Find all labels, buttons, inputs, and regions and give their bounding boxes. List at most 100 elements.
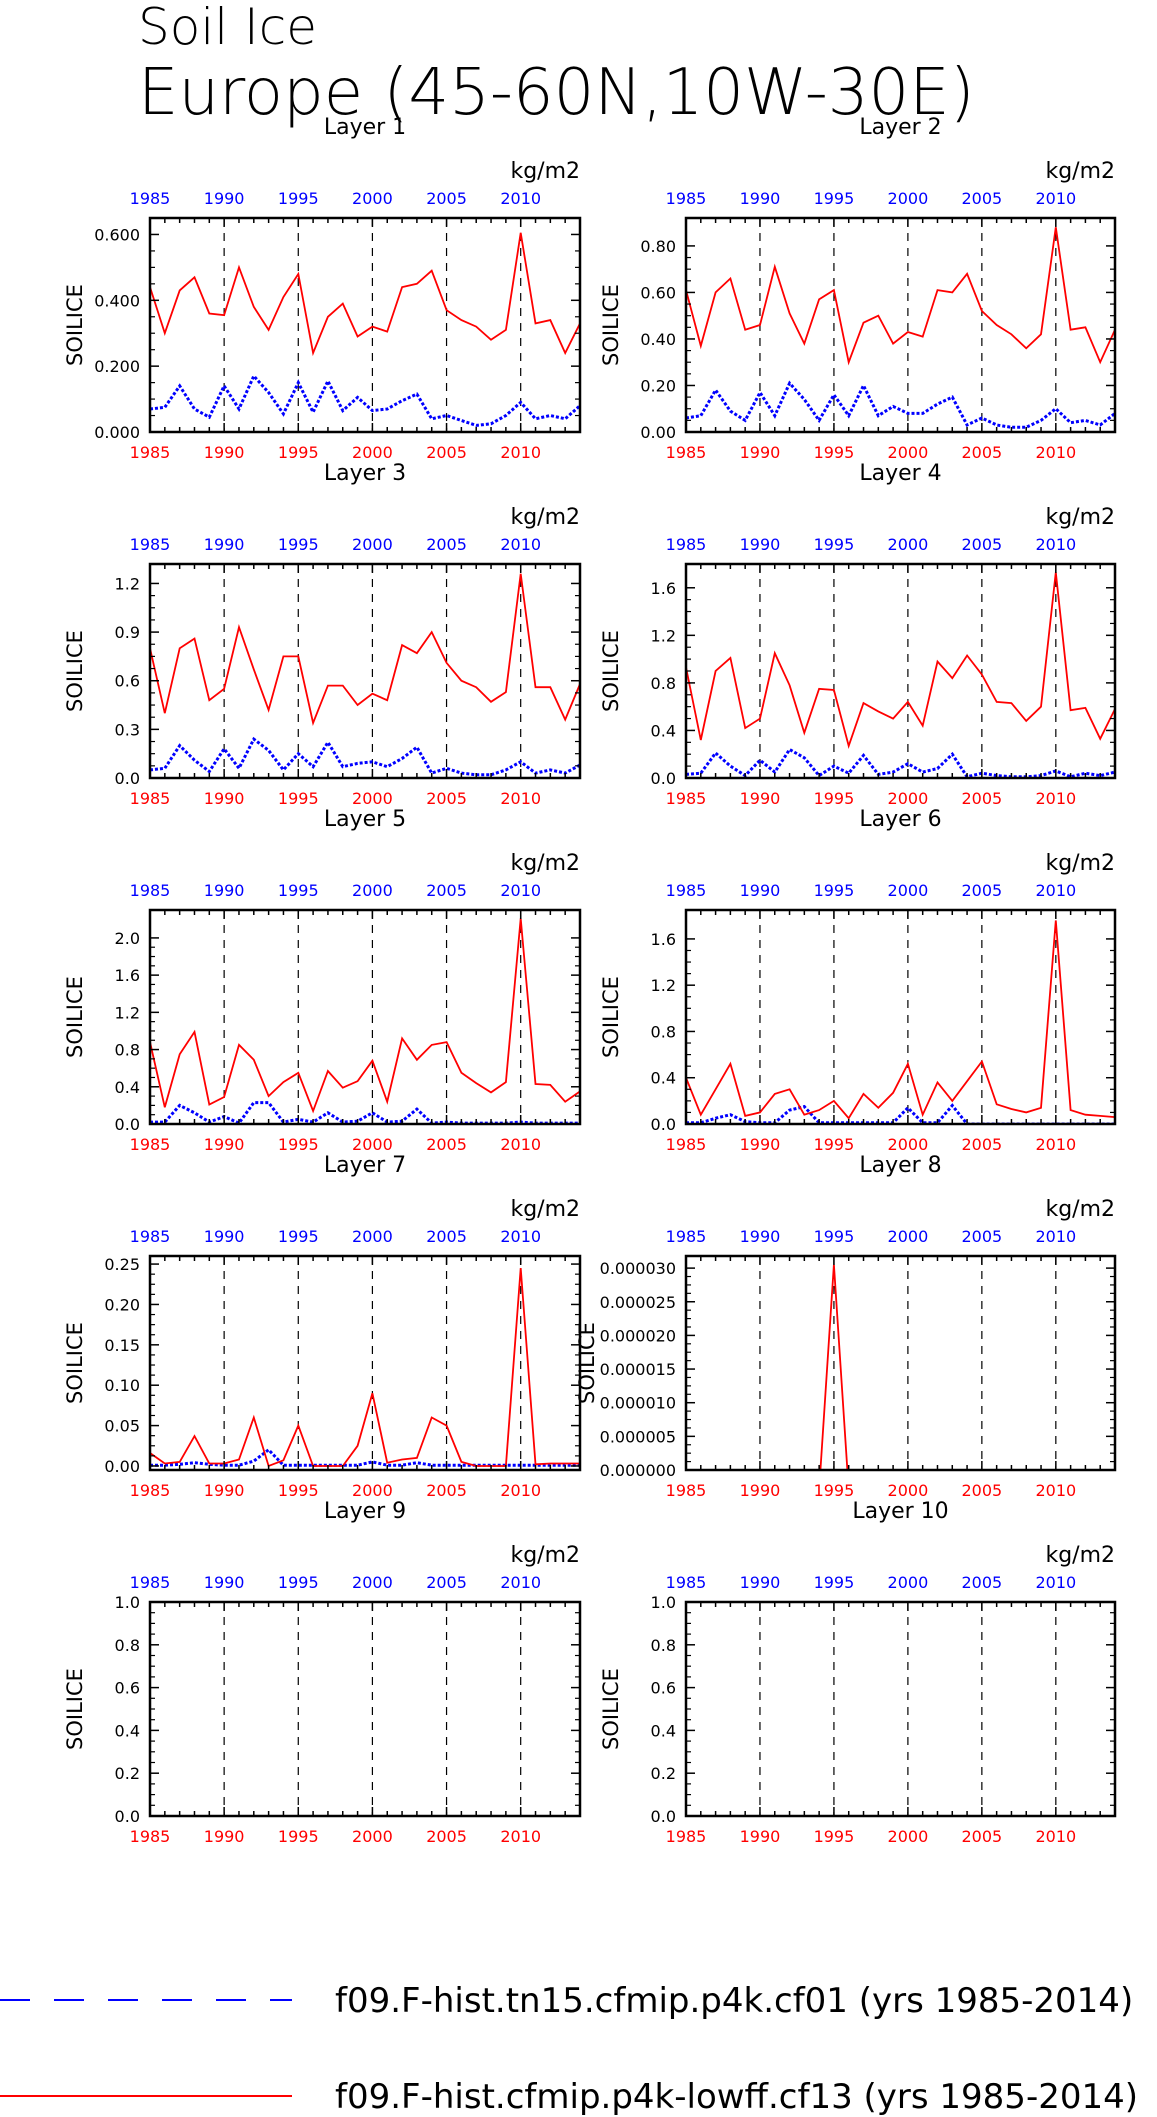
- x-tick-label-bottom: 2005: [962, 443, 1003, 462]
- y-axis-label: SOILICE: [575, 1322, 599, 1404]
- x-tick-label-top: 2005: [962, 189, 1003, 208]
- y-tick-label: 0.0: [651, 1115, 676, 1134]
- x-tick-label-bottom: 2010: [500, 1135, 541, 1154]
- x-tick-label-bottom: 1985: [130, 1481, 171, 1500]
- x-tick-label-bottom: 1995: [278, 1481, 319, 1500]
- x-tick-label-bottom: 1995: [278, 443, 319, 462]
- x-tick-label-top: 1995: [814, 189, 855, 208]
- panel-title: Layer 9: [324, 1499, 406, 1524]
- x-tick-label-top: 1995: [278, 1227, 319, 1246]
- x-tick-label-top: 2000: [352, 1227, 393, 1246]
- units-label: kg/m2: [510, 851, 580, 876]
- x-tick-label-top: 2000: [888, 881, 929, 900]
- y-tick-label: 0.000: [94, 423, 140, 442]
- y-tick-label: 0.8: [115, 1041, 140, 1060]
- units-label: kg/m2: [1045, 851, 1115, 876]
- plot-frame: [148, 1254, 582, 1472]
- panel-layer-3: Layer 3 kg/m2 1985 1985 1990 1990 1995 1995 2000…: [63, 461, 582, 808]
- x-tick-label-top: 2005: [426, 1227, 467, 1246]
- panel-layer-7: Layer 7 kg/m2 1985 1985 1990 1990 1995 1995 2000…: [63, 1153, 582, 1500]
- x-tick-label-bottom: 2005: [426, 443, 467, 462]
- plot-frame: [148, 216, 582, 434]
- x-tick-label-top: 2000: [352, 535, 393, 554]
- x-tick-label-top: 2010: [1035, 1573, 1076, 1592]
- x-tick-label-bottom: 2000: [352, 1481, 393, 1500]
- x-tick-label-bottom: 1985: [666, 1481, 707, 1500]
- y-axis-label: SOILICE: [599, 1668, 623, 1750]
- x-tick-label-bottom: 1995: [278, 1135, 319, 1154]
- x-tick-label-bottom: 2005: [426, 1827, 467, 1846]
- legend-label-cf01: f09.F-hist.tn15.cfmip.p4k.cf01 (yrs 1985…: [335, 1981, 1133, 2021]
- y-tick-label: 0.400: [94, 291, 140, 310]
- x-tick-label-top: 1985: [130, 1227, 171, 1246]
- plot-frame: [684, 216, 1117, 434]
- x-tick-label-bottom: 1995: [814, 1827, 855, 1846]
- x-tick-label-bottom: 1995: [814, 789, 855, 808]
- x-tick-label-bottom: 2005: [426, 1481, 467, 1500]
- y-axis-label: SOILICE: [63, 1668, 87, 1750]
- x-tick-label-bottom: 2000: [352, 443, 393, 462]
- y-tick-label: 0.8: [651, 1022, 676, 1041]
- y-tick-label: 0.0: [115, 1807, 140, 1826]
- x-tick-label-bottom: 1985: [130, 1827, 171, 1846]
- x-tick-label-top: 1990: [740, 535, 781, 554]
- series-cf01-line: [150, 1447, 580, 1467]
- y-tick-label: 0.4: [115, 1721, 140, 1740]
- y-tick-label: 0.9: [115, 623, 140, 642]
- x-tick-label-bottom: 1985: [130, 789, 171, 808]
- x-tick-label-top: 1985: [130, 881, 171, 900]
- x-tick-label-top: 1990: [204, 535, 245, 554]
- x-tick-label-top: 2000: [888, 189, 929, 208]
- y-tick-label: 0.6: [115, 672, 140, 691]
- figure-title-line2: Europe (45-60N,10W-30E): [138, 56, 975, 130]
- panel-title: Layer 6: [859, 807, 941, 832]
- x-tick-label-top: 1995: [814, 1573, 855, 1592]
- y-axis-label: SOILICE: [599, 976, 623, 1058]
- y-tick-label: 1.6: [115, 966, 140, 985]
- y-axis-label: SOILICE: [599, 284, 623, 366]
- plot-frame: [148, 562, 582, 780]
- x-tick-label-top: 1985: [666, 189, 707, 208]
- y-axis-label: SOILICE: [63, 284, 87, 366]
- x-tick-label-top: 2000: [352, 881, 393, 900]
- y-tick-label: 1.0: [651, 1593, 676, 1612]
- y-tick-label: 1.2: [651, 626, 676, 645]
- x-tick-label-top: 1985: [666, 1227, 707, 1246]
- y-tick-label: 0.60: [640, 283, 676, 302]
- y-tick-label: 0.600: [94, 225, 140, 244]
- x-tick-label-top: 2010: [500, 1227, 541, 1246]
- panel-layer-8: Layer 8 kg/m2 1985 1985 1990 1990 1995 1995 2000…: [575, 1153, 1117, 1500]
- x-tick-label-top: 1985: [666, 881, 707, 900]
- y-tick-label: 0.2: [651, 1764, 676, 1783]
- x-tick-label-bottom: 2005: [426, 789, 467, 808]
- x-tick-label-bottom: 1990: [740, 789, 781, 808]
- x-tick-label-bottom: 2000: [352, 789, 393, 808]
- units-label: kg/m2: [510, 1543, 580, 1568]
- panel-layer-9: Layer 9 kg/m2 1985 1985 1990 1990 1995 1995 2000…: [63, 1499, 582, 1846]
- y-tick-label: 0.3: [115, 720, 140, 739]
- x-tick-label-bottom: 2010: [500, 1827, 541, 1846]
- series-cf01-line: [150, 373, 580, 427]
- x-tick-label-top: 2000: [352, 1573, 393, 1592]
- y-tick-label: 0.000000: [600, 1461, 676, 1480]
- x-tick-label-top: 1995: [814, 881, 855, 900]
- x-tick-label-bottom: 1995: [814, 1481, 855, 1500]
- x-tick-label-bottom: 2010: [1035, 443, 1076, 462]
- x-tick-label-top: 2010: [1035, 189, 1076, 208]
- panel-title: Layer 5: [324, 807, 406, 832]
- y-tick-label: 0.4: [651, 1721, 676, 1740]
- x-tick-label-bottom: 2005: [962, 1135, 1003, 1154]
- x-tick-label-bottom: 2000: [888, 1481, 929, 1500]
- series-cf13-line: [686, 920, 1115, 1120]
- y-tick-label: 1.2: [115, 574, 140, 593]
- y-tick-label: 0.2: [115, 1764, 140, 1783]
- series-cf13-line: [150, 232, 580, 357]
- units-label: kg/m2: [1045, 1197, 1115, 1222]
- series-cf01-line: [686, 380, 1115, 429]
- y-tick-label: 0.200: [94, 357, 140, 376]
- x-tick-label-bottom: 2000: [888, 1827, 929, 1846]
- x-tick-label-bottom: 2005: [962, 1481, 1003, 1500]
- y-tick-label: 0.20: [104, 1295, 140, 1314]
- x-tick-label-bottom: 2005: [962, 1827, 1003, 1846]
- figure-title-line1: Soil Ice: [138, 0, 317, 56]
